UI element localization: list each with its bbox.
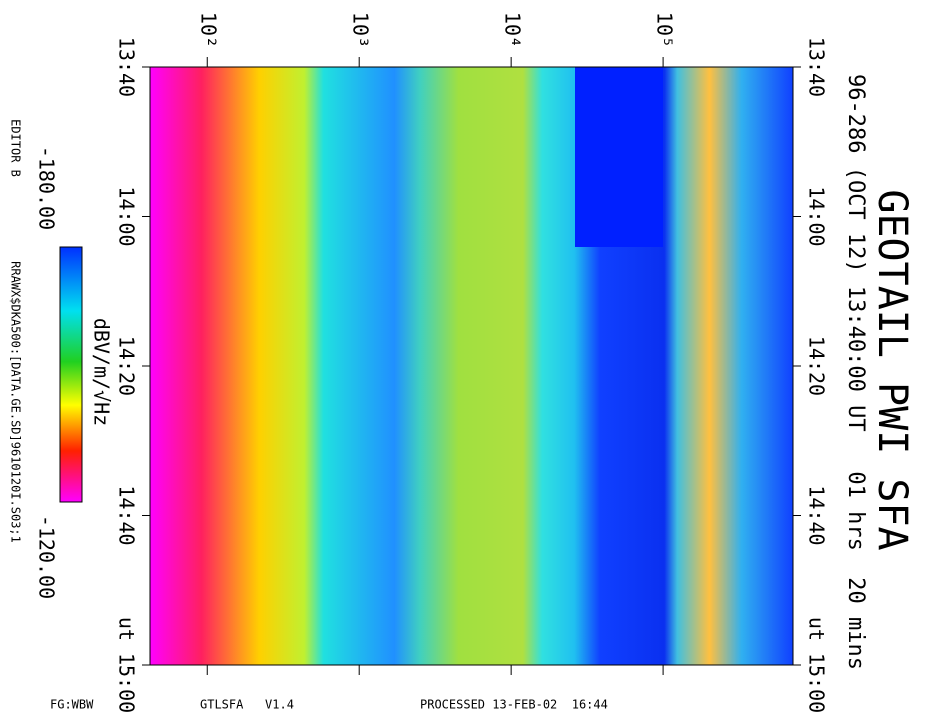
time-tick-label: 14:40 (805, 485, 829, 545)
colorbar-min: -180.00 (35, 146, 59, 230)
time-tick-label: ut 15:00 (115, 617, 139, 713)
time-tick-label: 14:00 (115, 186, 139, 246)
chart-subtitle: 96-286 (OCT 12) 13:40:00 UT 01 hrs 20 mi… (843, 74, 868, 670)
footer-text: FG:WBW (50, 698, 94, 712)
chart-title: GEOTAIL PWI SFA (869, 189, 915, 550)
time-tick-label: 14:40 (115, 485, 139, 545)
footer-text: GTLSFA V1.4 (200, 698, 294, 712)
time-tick-label: 13:40 (115, 37, 139, 97)
time-tick-label: 13:40 (805, 37, 829, 97)
x-tick-label: 10³ (349, 12, 373, 48)
colorbar-max: -120.00 (35, 515, 59, 599)
colorbar (59, 246, 83, 503)
x-tick-label: 10⁴ (501, 12, 525, 48)
spectrogram (150, 67, 793, 665)
x-tick-label: 10² (197, 12, 221, 48)
editor: EDITOR B (9, 119, 23, 177)
x-tick-label: 10⁵ (653, 12, 677, 48)
footer-text: PROCESSED 13-FEB-02 16:44 (420, 698, 608, 712)
time-tick-label: ut 15:00 (805, 617, 829, 713)
time-tick-label: 14:00 (805, 186, 829, 246)
file-path: RRAWX$DKA500:[DATA.GE.SD]9610120I.S03;1 (9, 261, 23, 543)
time-tick-label: 14:20 (805, 336, 829, 396)
colorbar-label: dBV/m/√Hz (90, 318, 114, 426)
time-tick-label: 14:20 (115, 336, 139, 396)
spectrogram-region (575, 67, 663, 247)
